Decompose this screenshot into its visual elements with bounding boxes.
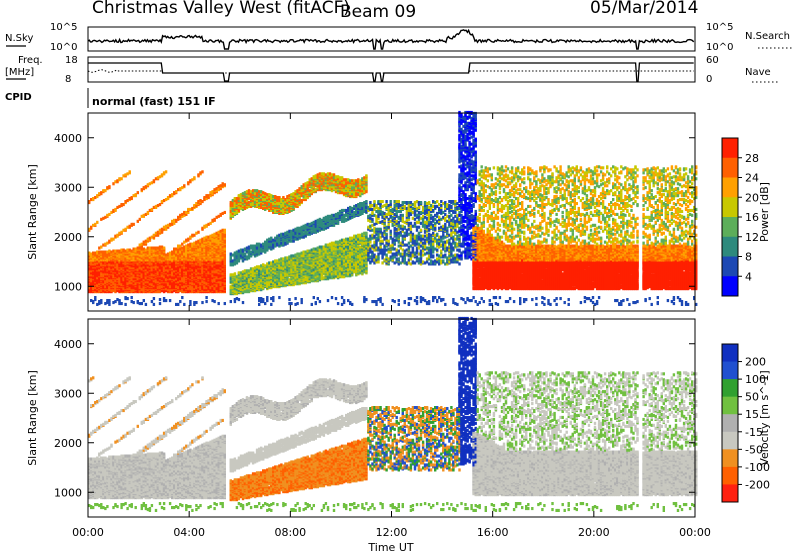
heatmap-cell xyxy=(133,301,135,304)
heatmap-cell xyxy=(92,197,94,200)
heatmap-cell xyxy=(108,240,110,243)
heatmap-cell xyxy=(120,302,122,305)
figure: Christmas Valley West (fitACF) Beam 09 0… xyxy=(0,0,800,554)
heatmap-cell xyxy=(100,251,102,254)
heatmap-cell xyxy=(108,250,110,253)
heatmap-cell xyxy=(100,218,102,221)
heatmap-cell xyxy=(100,299,102,302)
date-label: 05/Mar/2014 xyxy=(590,0,698,18)
nsearch-tick-top: 10^5 xyxy=(706,22,733,33)
heatmap-cell xyxy=(133,223,135,226)
nsky-tick-top: 10^5 xyxy=(50,22,77,33)
freq-label: Freq. xyxy=(18,55,43,66)
heatmap-cell xyxy=(124,303,126,306)
freq-series xyxy=(88,63,694,81)
freq-tick-bottom: 8 xyxy=(65,74,71,85)
heatmap-cell xyxy=(129,170,131,173)
heatmap-cell xyxy=(92,252,94,255)
heatmap-cell xyxy=(108,185,110,188)
heatmap-cell xyxy=(120,177,122,180)
heatmap-cell xyxy=(135,248,137,251)
heatmap-cell xyxy=(96,221,98,224)
freq-panel: Freq. [MHz] 18 8 60 0 Nave xyxy=(5,55,778,85)
heatmap-cell xyxy=(108,213,110,216)
cpid-text: normal (fast) 151 IF xyxy=(92,95,216,108)
heatmap-cell xyxy=(94,296,96,299)
heatmap-cell xyxy=(126,249,128,252)
heatmap-cell xyxy=(126,199,128,202)
heatmap-cell xyxy=(126,297,128,300)
cpid-panel: CPID normal (fast) 151 IF xyxy=(5,88,216,108)
nave-tick-top: 60 xyxy=(706,55,719,66)
power-heatmap xyxy=(88,111,697,306)
heatmap-cell xyxy=(118,299,120,302)
freq-unit: [MHz] xyxy=(5,67,34,78)
heatmap-cell xyxy=(126,226,128,229)
heatmap-cell xyxy=(118,205,120,208)
heatmap-cell xyxy=(92,300,94,303)
beam-label: Beam 09 xyxy=(340,2,416,22)
heatmap-cell xyxy=(118,250,120,253)
heatmap-cell xyxy=(135,193,137,196)
nsearch-label: N.Search xyxy=(745,31,790,42)
heatmap-cell xyxy=(100,191,102,194)
station-title: Christmas Valley West (fitACF) xyxy=(92,0,350,18)
heatmap-cell xyxy=(137,191,139,194)
nsky-panel: N.Sky 10^5 10^0 10^5 10^0 N.Search xyxy=(5,22,792,53)
nave-label: Nave xyxy=(745,67,771,78)
heatmap-cell xyxy=(118,232,120,235)
heatmap-cell xyxy=(126,172,128,175)
nsky-tick-bottom: 10^0 xyxy=(50,42,77,53)
nave-tick-bottom: 0 xyxy=(706,74,712,85)
nsearch-tick-bottom: 10^0 xyxy=(706,42,733,53)
heatmap-cell xyxy=(100,274,102,277)
freq-tick-top: 18 xyxy=(65,55,78,66)
heatmap-cell xyxy=(108,299,110,302)
heatmap-cell xyxy=(100,246,102,249)
heatmap-cell xyxy=(92,224,94,227)
heatmap-cell xyxy=(131,296,133,299)
nsky-label: N.Sky xyxy=(5,33,33,44)
nsky-series xyxy=(88,30,694,49)
cpid-label: CPID xyxy=(5,92,32,103)
heatmap-cell xyxy=(118,177,120,180)
